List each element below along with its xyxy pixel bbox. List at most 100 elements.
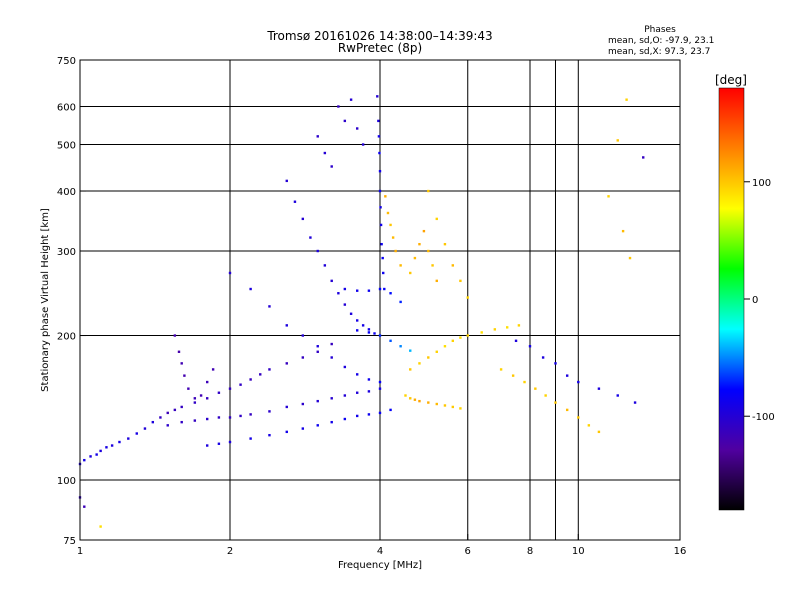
- echo-point: [301, 402, 305, 406]
- echo-point: [135, 432, 138, 435]
- echo-point: [268, 368, 271, 371]
- echo-point: [443, 242, 447, 246]
- echo-point: [83, 458, 86, 462]
- echo-point: [381, 256, 384, 260]
- x-tick-label: 10: [572, 546, 585, 557]
- grid: [80, 60, 680, 540]
- echo-point: [205, 444, 209, 447]
- y-axis-ticks: 75 100 200 300 400 500 600 750: [57, 56, 86, 547]
- echo-point: [343, 365, 347, 369]
- echo-point: [386, 211, 390, 215]
- echo-point: [394, 249, 397, 253]
- echo-point: [418, 399, 421, 403]
- echo-point: [180, 362, 183, 365]
- echo-point: [330, 165, 333, 168]
- echo-point: [355, 289, 359, 292]
- echo-point: [285, 324, 288, 327]
- echo-point: [378, 387, 382, 390]
- echo-point: [399, 264, 402, 267]
- echo-point: [493, 328, 497, 331]
- echo-point: [355, 319, 359, 322]
- echo-point: [217, 442, 221, 445]
- echo-point: [587, 424, 591, 427]
- echo-point: [199, 394, 203, 397]
- echo-point: [378, 151, 381, 155]
- echo-point: [511, 374, 515, 377]
- echo-point: [379, 206, 382, 209]
- echo-point: [389, 223, 392, 227]
- echo-point: [422, 229, 426, 233]
- echo-point: [249, 287, 252, 291]
- echo-point: [159, 416, 162, 419]
- echo-point: [367, 331, 371, 334]
- echo-point: [597, 430, 601, 434]
- echo-point: [466, 296, 469, 299]
- y-axis-label: Stationary phase Virtual Height [km]: [40, 208, 51, 392]
- echo-point: [367, 328, 371, 331]
- echo-point: [301, 356, 305, 359]
- echo-point: [367, 390, 371, 393]
- echo-point: [409, 397, 412, 400]
- echo-point: [143, 427, 147, 430]
- echo-point: [431, 264, 434, 267]
- echo-point: [323, 264, 327, 267]
- echo-point: [99, 449, 102, 453]
- echo-point: [211, 368, 215, 371]
- echo-point: [239, 383, 242, 386]
- echo-point: [514, 339, 518, 343]
- echo-point: [376, 95, 379, 98]
- echo-point: [517, 324, 521, 327]
- x-axis-label: Frequency [MHz]: [338, 560, 422, 571]
- echo-point: [466, 334, 469, 337]
- echo-point: [268, 433, 271, 437]
- echo-point: [217, 416, 221, 419]
- echo-point: [355, 391, 359, 394]
- stats-line-x: mean, sd,X: 97.3, 23.7: [608, 47, 710, 57]
- echo-point: [377, 119, 380, 123]
- echo-point: [166, 424, 169, 427]
- echo-point: [528, 345, 532, 348]
- echo-point: [554, 362, 557, 365]
- echo-point: [451, 264, 455, 267]
- y-tick-label: 750: [57, 56, 76, 67]
- colorbar-label: [deg]: [715, 73, 747, 87]
- y-tick-label: 200: [57, 332, 76, 343]
- echo-point: [382, 271, 385, 275]
- echo-point: [435, 402, 438, 406]
- stats-line-o: mean, sd,O: -97.9, 23.1: [608, 36, 714, 46]
- echo-point: [379, 223, 383, 227]
- echo-point: [105, 446, 108, 449]
- echo-point: [285, 179, 288, 183]
- colorbar-tick-label: 100: [752, 178, 771, 189]
- echo-point: [110, 444, 114, 447]
- echo-point: [459, 279, 462, 283]
- echo-point: [316, 135, 319, 138]
- echo-point: [399, 345, 402, 348]
- x-tick-label: 4: [377, 546, 383, 557]
- echo-point: [268, 305, 271, 308]
- echo-point: [217, 391, 221, 394]
- echo-point: [404, 394, 407, 397]
- echo-point: [99, 525, 102, 528]
- echo-point: [337, 292, 340, 295]
- echo-point: [285, 405, 288, 409]
- echo-point: [205, 417, 209, 421]
- echo-point: [459, 407, 462, 410]
- echo-point: [389, 408, 392, 412]
- x-tick-label: 8: [527, 546, 533, 557]
- echo-point: [95, 453, 98, 456]
- y-tick-label: 300: [57, 247, 76, 258]
- echo-point: [205, 397, 209, 400]
- echo-point: [628, 256, 632, 260]
- echo-point: [249, 378, 252, 381]
- echo-point: [285, 430, 288, 434]
- echo-point: [330, 279, 333, 283]
- echo-point: [621, 229, 625, 233]
- echo-point: [316, 249, 319, 253]
- echo-point: [183, 374, 186, 377]
- x-axis-ticks: 1 2 4 6 8 10 16: [77, 534, 686, 557]
- echo-point: [330, 420, 333, 424]
- echo-point: [330, 397, 333, 400]
- echo-point: [173, 334, 177, 337]
